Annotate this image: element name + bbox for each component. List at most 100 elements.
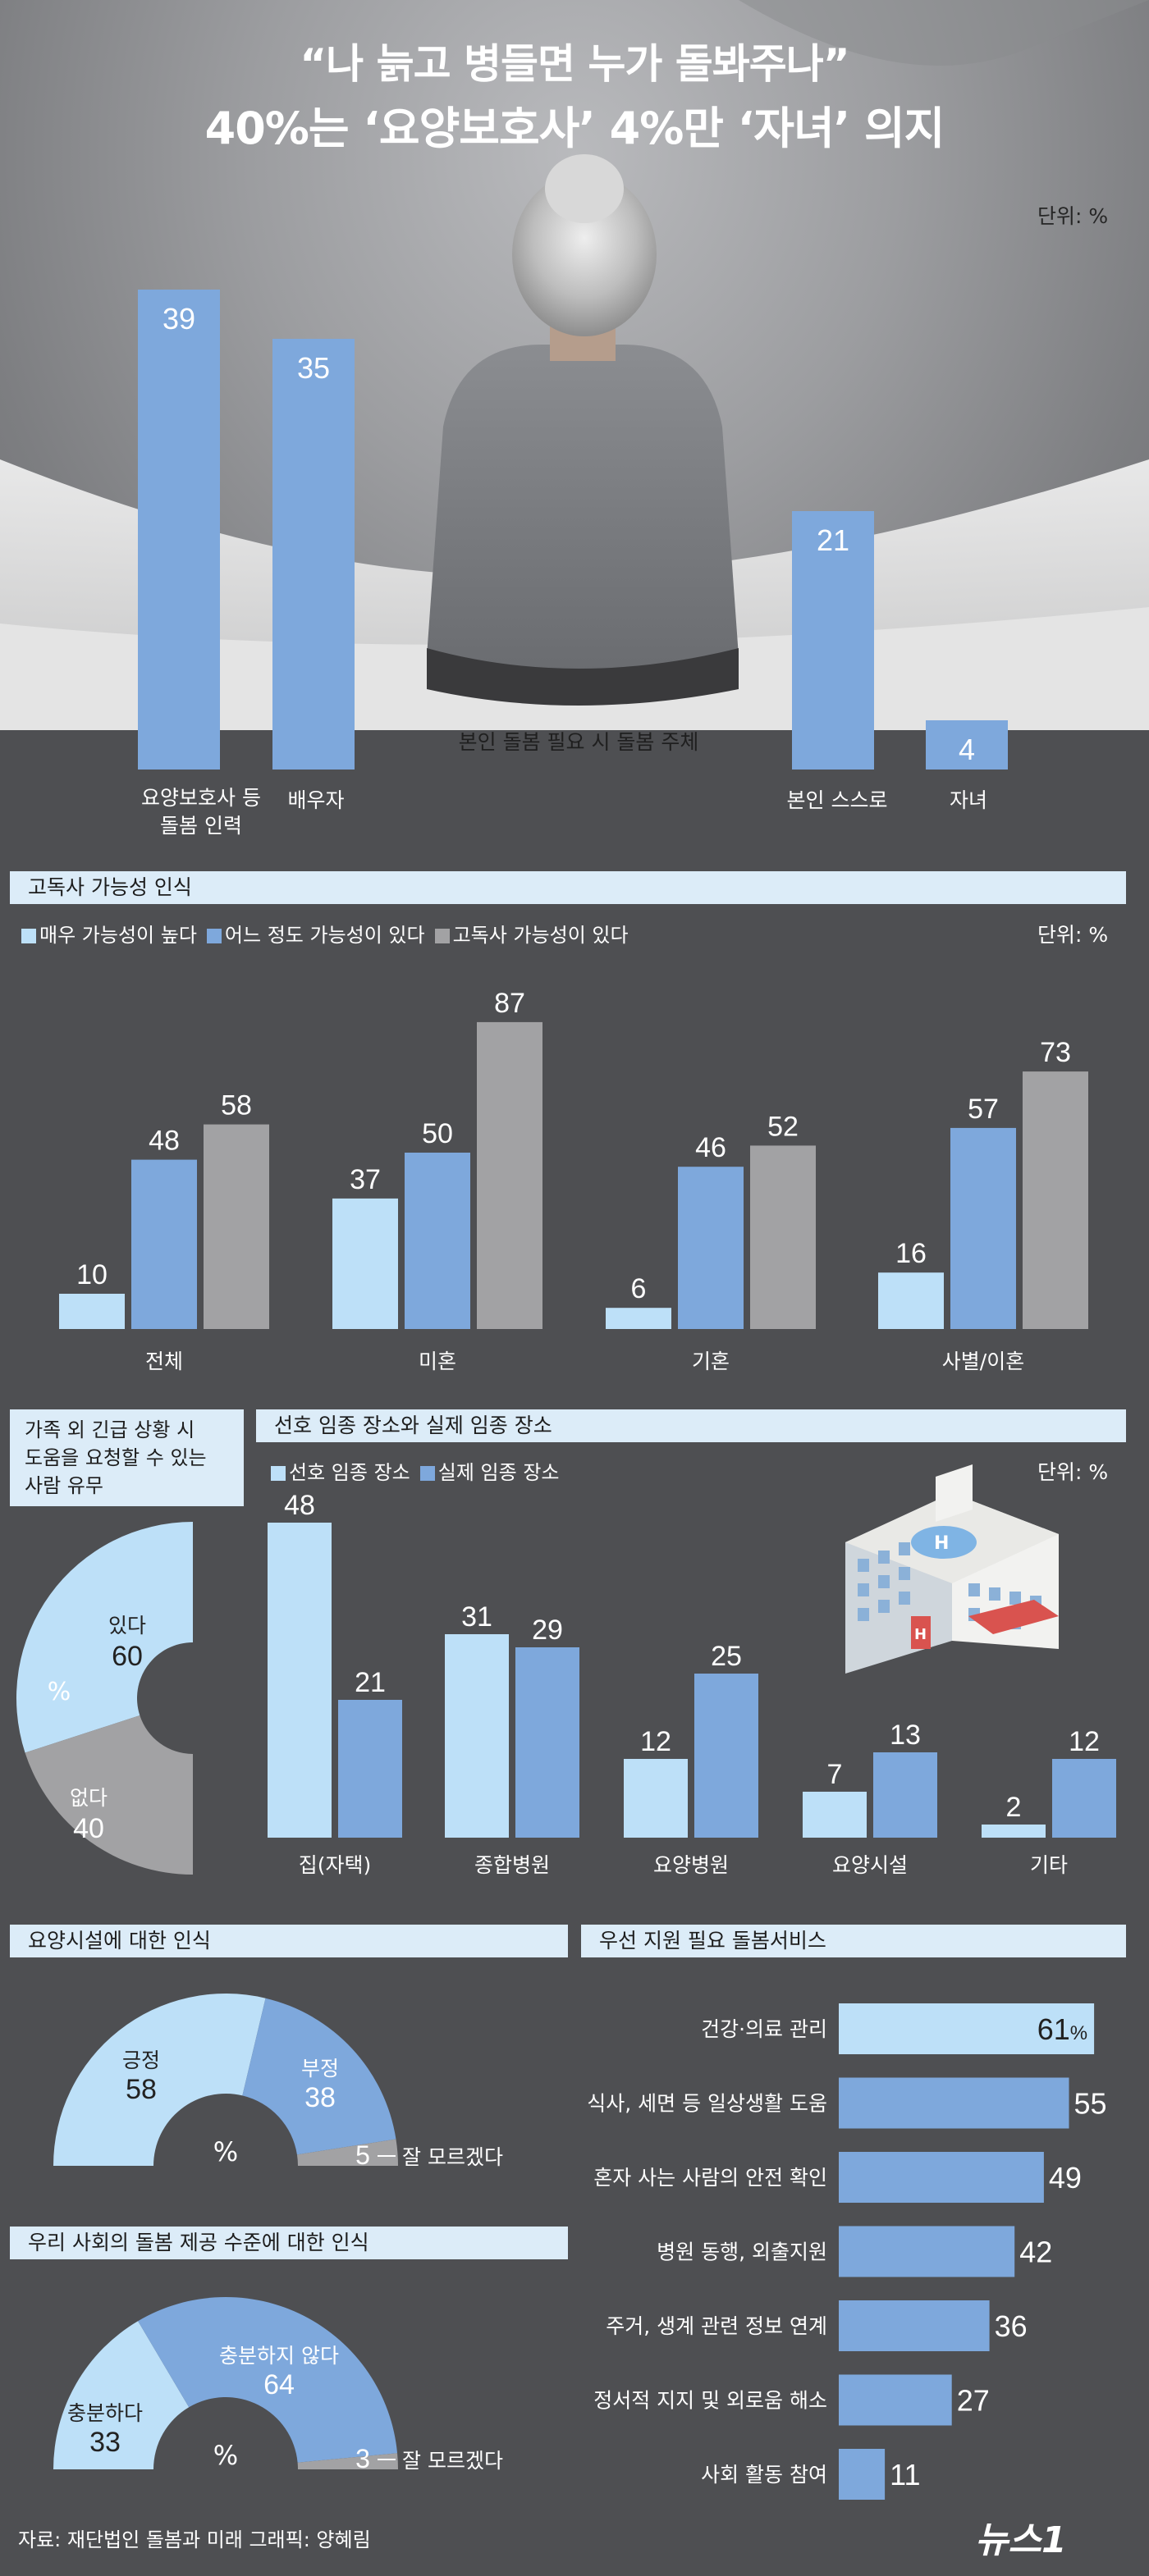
slice-충분하지-않다	[138, 2297, 398, 2463]
slice-잘-모르겠다	[297, 2453, 398, 2469]
bar-기혼-0	[606, 1308, 671, 1329]
hbar-병원-동행-외출지원	[839, 2226, 1015, 2277]
value-label-전체-1: 48	[149, 1126, 180, 1157]
hbar-value-정서적-지지-및-외로움-해소: 27	[957, 2384, 990, 2418]
slice-label-충분하다: 충분하다	[67, 2401, 143, 2425]
title-line-1: “나 늙고 병들면 누가 돌봐주나”	[300, 40, 849, 88]
hbar-label-정서적-지지-및-외로움-해소: 정서적 지지 및 외로움 해소	[593, 2389, 827, 2413]
value-label-요양병원-1: 25	[711, 1641, 742, 1672]
slice-label-잘-모르겠다: 잘 모르겠다	[402, 2449, 503, 2473]
hospital-illustration: H H	[845, 1464, 1059, 1674]
category-label-children: 자녀	[949, 788, 987, 812]
hbar-label-병원-동행-외출지원: 병원 동행, 외출지원	[657, 2240, 827, 2264]
bar-집-자택--1	[338, 1700, 402, 1838]
hbar-value-혼자-사는-사람의-안전-확인: 49	[1049, 2161, 1082, 2195]
bar-자녀	[926, 720, 1008, 770]
hbar-value-병원-동행-외출지원: 42	[1019, 2236, 1052, 2269]
slice-label-긍정: 긍정	[122, 2048, 160, 2072]
footer-source: 자료: 재단법인 돌봄과 미래 그래픽: 양혜림	[18, 2528, 371, 2551]
slice-label-충분하지-않다: 충분하지 않다	[219, 2344, 339, 2368]
value-label-미혼-2: 87	[494, 988, 525, 1019]
hbar-정서적-지지-및-외로움-해소	[839, 2374, 952, 2426]
legend-item-possible: 고독사 가능성이 있다	[434, 919, 629, 948]
legend-item-very-likely: 매우 가능성이 높다	[21, 919, 197, 948]
bar-집-자택--0	[268, 1523, 332, 1838]
hbar-건강-의료-관리	[839, 2003, 1095, 2054]
slice-value-잘-모르겠다: 3	[355, 2444, 370, 2473]
category-label-spouse: 배우자	[287, 788, 345, 812]
category-label-caregiver: 요양보호사 등 돌봄 인력	[141, 786, 261, 838]
value-label-종합병원-1: 29	[532, 1615, 563, 1646]
hbar-value-사회-활동-참여: 11	[890, 2458, 920, 2492]
bar-기타-0	[982, 1825, 1046, 1838]
section-title-priority-services: 우선 지원 필요 돌봄서비스	[581, 1925, 1126, 1957]
bar-사별-이혼-2	[1023, 1071, 1088, 1329]
value-label-요양시설-1: 13	[890, 1720, 921, 1751]
section-title-facility-perception: 요양시설에 대한 인식	[10, 1925, 568, 1957]
value-label-종합병원-0: 31	[461, 1601, 492, 1633]
value-label-집-자택--1: 21	[355, 1667, 386, 1698]
hero-section: “나 늙고 병들면 누가 돌봐주나” 40%는 ‘요양보호사’ 4%만 ‘자녀’…	[0, 0, 1149, 771]
bar-사별-이혼-0	[878, 1272, 944, 1329]
lonely-death-bar-chart: 10 48 58 전체 37 50 87 미혼 6 46 52 기혼 16 57 73 사별/이혼	[59, 988, 1088, 1373]
bar-요양병원-1	[694, 1674, 758, 1838]
hbar-label-주거-생계-관련-정보-연계: 주거, 생계 관련 정보 연계	[606, 2314, 827, 2338]
slice-있다	[16, 1522, 193, 1753]
value-label-전체-0: 10	[76, 1259, 108, 1290]
value-label-요양병원-0: 12	[640, 1726, 671, 1757]
bar-미혼-2	[477, 1021, 542, 1329]
half-donut-center-label: %	[213, 2136, 238, 2167]
slice-value-없다: 40	[73, 1813, 104, 1844]
section-title-lonely-death: 고독사 가능성 인식	[10, 871, 1126, 904]
value-label-기혼-1: 46	[695, 1132, 726, 1163]
value-label-요양보호사-등-돌봄-인력: 39	[163, 302, 195, 336]
emergency-help-donut: 있다 60 없다 40%	[16, 1522, 194, 1875]
category-label-미혼: 미혼	[419, 1350, 456, 1373]
hbar-label-건강-의료-관리: 건강·의료 관리	[701, 2017, 827, 2041]
slice-없다	[25, 1715, 194, 1875]
slice-label-부정: 부정	[301, 2057, 339, 2080]
slice-value-잘-모르겠다: 5	[355, 2140, 370, 2170]
bar-전체-1	[131, 1159, 197, 1329]
category-label-요양병원: 요양병원	[653, 1853, 729, 1877]
news1-logo: 뉴스1	[975, 2519, 1067, 2561]
caregiver-bar-chart: 39 35 21 4	[138, 290, 1008, 770]
value-label-미혼-0: 37	[350, 1164, 381, 1195]
unit-label: 단위: %	[1037, 204, 1109, 228]
value-label-배우자: 35	[297, 351, 330, 385]
death-place-bar-chart: 48 21 집(자택) 31 29 종합병원 12 25 요양병원 7 13 요양시설 2 12 기타	[268, 1490, 1116, 1877]
bar-본인-스스로	[792, 511, 874, 770]
value-label-사별-이혼-2: 73	[1040, 1037, 1071, 1068]
hbar-value-주거-생계-관련-정보-연계: 36	[995, 2309, 1028, 2343]
hbar-label-사회-활동-참여: 사회 활동 참여	[701, 2463, 827, 2487]
legend-item-somewhat-likely: 어느 정도 가능성이 있다	[206, 919, 425, 948]
value-label-집-자택--0: 48	[284, 1490, 315, 1521]
hbar-value-식사-세면-등-일상생활-도움: 55	[1074, 2087, 1107, 2121]
bar-요양시설-1	[873, 1752, 937, 1838]
value-label-미혼-1: 50	[422, 1118, 453, 1149]
bar-사별-이혼-1	[950, 1127, 1016, 1329]
bar-종합병원-0	[445, 1634, 509, 1838]
category-label-기타: 기타	[1030, 1853, 1068, 1877]
bar-기혼-1	[678, 1167, 744, 1329]
slice-label-있다: 있다	[108, 1614, 146, 1637]
bar-전체-0	[59, 1294, 125, 1329]
bar-기타-1	[1052, 1759, 1116, 1838]
hbar-식사-세면-등-일상생활-도움	[839, 2077, 1069, 2129]
section-title-care-level: 우리 사회의 돌봄 제공 수준에 대한 인식	[10, 2227, 568, 2259]
caregiver-chart-annotation: 본인 돌봄 필요 시 돌봄 주체	[458, 730, 699, 754]
hbar-혼자-사는-사람의-안전-확인	[839, 2152, 1044, 2203]
donut-center-label: %	[48, 1678, 71, 1706]
category-label-집-자택-: 집(자택)	[299, 1853, 372, 1877]
bar-기혼-2	[750, 1145, 816, 1329]
hbar-사회-활동-참여	[839, 2449, 886, 2500]
value-label-사별-이혼-1: 57	[968, 1094, 999, 1125]
slice-value-충분하지-않다: 64	[263, 2369, 295, 2400]
slice-충분하다	[53, 2321, 190, 2469]
slice-부정	[242, 1998, 396, 2155]
category-label-self: 본인 스스로	[786, 788, 888, 812]
value-label-전체-2: 58	[221, 1090, 252, 1121]
slice-value-긍정: 58	[126, 2074, 157, 2105]
value-label-기혼-0: 6	[631, 1273, 647, 1304]
